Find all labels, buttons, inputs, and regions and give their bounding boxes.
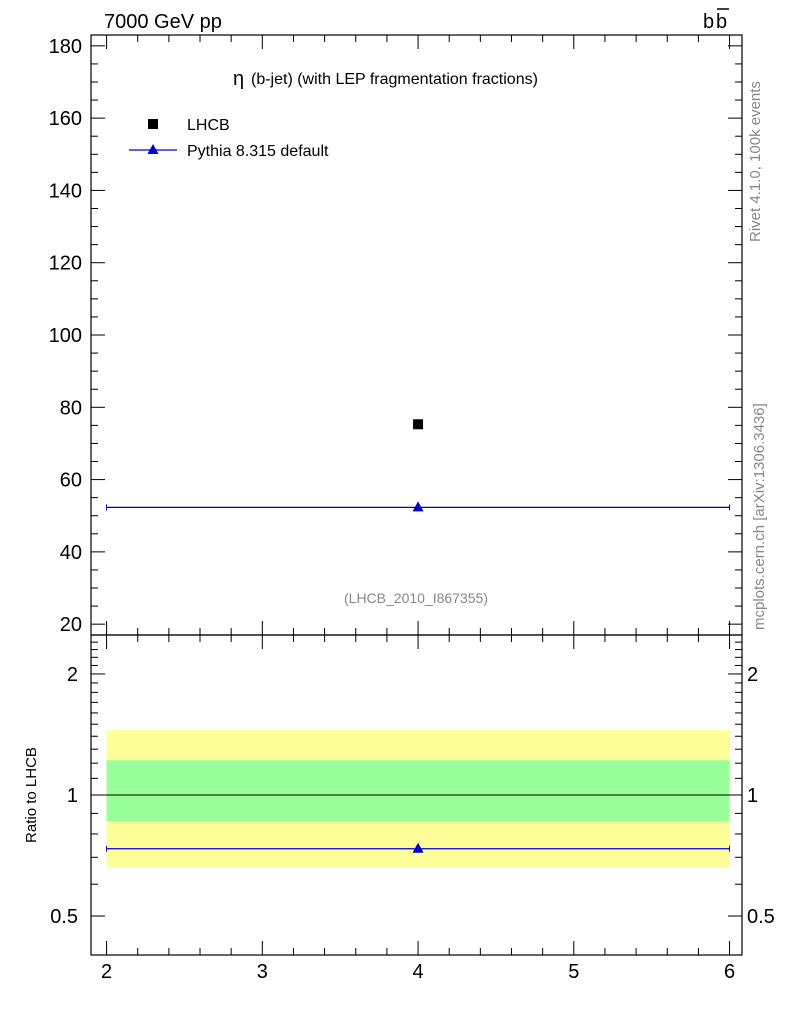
x-tick-label: 6 — [724, 961, 735, 983]
legend-lhcb-label: LHCB — [187, 117, 230, 134]
mcplots-label: mcplots.cern.ch [arXiv:1306.3436] — [751, 403, 768, 630]
y-tick-label: 80 — [60, 397, 82, 419]
ratio-point-pythia — [412, 842, 424, 853]
data-point-lhcb — [413, 419, 424, 430]
rivet-version-label: Rivet 4.1.0, 100k events — [747, 81, 764, 242]
y-tick-label: 60 — [60, 470, 82, 492]
ratio-y-tick-label: 2 — [67, 664, 78, 686]
header-process-label-bar: b — [716, 11, 727, 33]
main-panel: 20 40 60 80 100 120 140 160 180 η (b-jet) (with … — [49, 34, 743, 636]
ratio-band-inner — [106, 760, 730, 822]
ratio-y-tick-label: 1 — [67, 785, 78, 807]
x-tick-label: 4 — [412, 961, 423, 983]
y-tick-label: 140 — [49, 180, 82, 202]
main-series — [106, 419, 731, 512]
x-tick-label: 5 — [568, 961, 579, 983]
ratio-y-tick-label-right: 2 — [747, 664, 758, 686]
ratio-y-tick-label: 0.5 — [50, 906, 78, 928]
ratio-y-tick-label-right: 1 — [747, 785, 758, 807]
y-tick-label: 100 — [49, 325, 82, 347]
ratio-frame — [90, 634, 743, 956]
chart-title: (b-jet) (with LEP fragmentation fraction… — [251, 71, 538, 88]
y-tick-label: 20 — [60, 614, 82, 636]
legend-pythia-marker — [147, 144, 159, 154]
y-tick-label: 120 — [49, 253, 82, 275]
legend-lhcb-marker — [148, 119, 158, 129]
ratio-panel: 0.5 0.5 1 1 2 2 Ratio to LHCB — [23, 634, 775, 956]
y-tick-label: 40 — [60, 542, 82, 564]
main-axis-ticks: 20 40 60 80 100 120 140 160 180 — [49, 35, 742, 636]
y-tick-label: 160 — [49, 108, 82, 130]
header-process-label: b — [703, 11, 714, 33]
x-tick-label: 2 — [101, 961, 112, 983]
x-tick-labels: 2 3 4 5 6 — [101, 961, 735, 983]
ratio-series — [106, 842, 731, 853]
x-tick-label: 3 — [257, 961, 268, 983]
chart-title-symbol: η — [233, 68, 244, 90]
ratio-y-tick-label-right: 0.5 — [747, 906, 775, 928]
ratio-bands — [91, 730, 742, 868]
header-energy-label: 7000 GeV pp — [104, 11, 222, 33]
y-tick-label: 180 — [49, 36, 82, 58]
ratio-ylabel: Ratio to LHCB — [23, 747, 40, 843]
legend-pythia-label: Pythia 8.315 default — [187, 143, 329, 160]
legend: LHCB Pythia 8.315 default — [129, 117, 329, 160]
data-point-pythia — [412, 501, 424, 512]
analysis-id-label: (LHCB_2010_I867355) — [344, 590, 488, 606]
